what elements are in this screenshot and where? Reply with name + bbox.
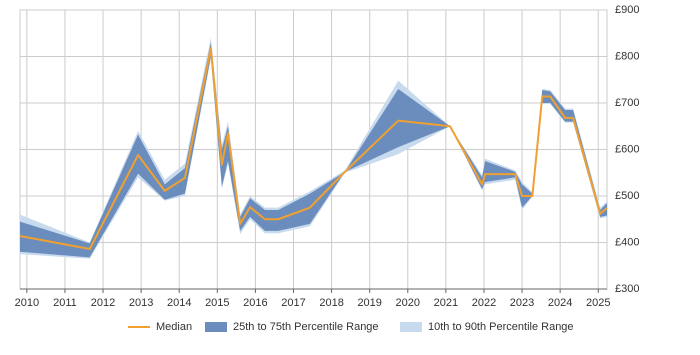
legend-swatch (205, 322, 227, 332)
y-tick-label: £400 (615, 236, 639, 248)
x-tick-label: 2018 (319, 297, 343, 309)
x-tick-label: 2014 (167, 297, 191, 309)
x-tick-label: 2011 (53, 297, 77, 309)
x-tick-label: 2021 (434, 297, 458, 309)
x-tick-label: 2024 (548, 297, 572, 309)
y-tick-label: £900 (615, 4, 639, 16)
legend-label: 10th to 90th Percentile Range (428, 321, 574, 333)
x-tick-label: 2015 (205, 297, 229, 309)
x-tick-label: 2025 (586, 297, 610, 309)
median-line (19, 47, 608, 251)
x-tick-label: 2022 (472, 297, 496, 309)
y-tick-label: £300 (615, 283, 639, 295)
y-tick-label: £600 (615, 143, 639, 155)
y-tick-label: £500 (615, 190, 639, 202)
y-tick-label: £700 (615, 97, 639, 109)
x-tick-label: 2017 (281, 297, 305, 309)
legend-swatch (400, 322, 422, 332)
y-tick-label: £800 (615, 50, 639, 62)
x-tick-label: 2010 (15, 297, 39, 309)
x-tick-label: 2023 (510, 297, 534, 309)
x-tick-label: 2019 (357, 297, 381, 309)
legend-label: Median (156, 321, 192, 333)
legend-label: 25th to 75th Percentile Range (233, 321, 379, 333)
x-tick-label: 2013 (129, 297, 153, 309)
percentile-band (20, 42, 607, 258)
x-tick-label: 2020 (396, 297, 420, 309)
x-tick-label: 2016 (243, 297, 267, 309)
x-tick-label: 2012 (91, 297, 115, 309)
